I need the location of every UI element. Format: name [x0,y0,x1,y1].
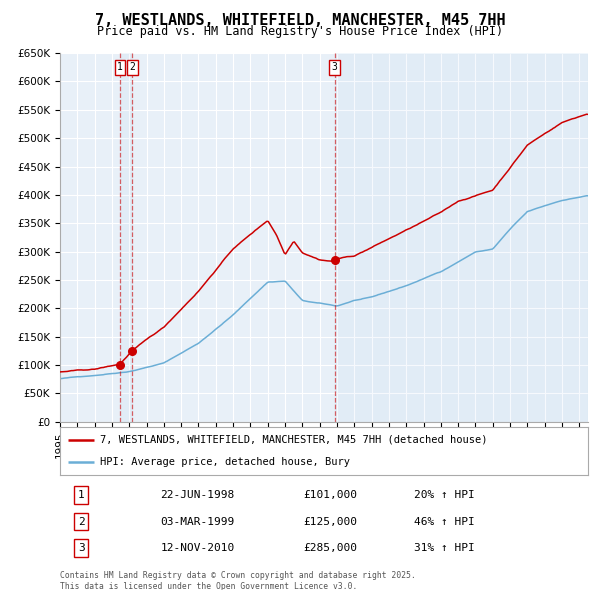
Text: 2: 2 [78,517,85,526]
Text: £101,000: £101,000 [303,490,357,500]
Text: 3: 3 [332,63,338,73]
Text: 2: 2 [129,63,135,73]
Text: HPI: Average price, detached house, Bury: HPI: Average price, detached house, Bury [100,457,350,467]
Text: 46% ↑ HPI: 46% ↑ HPI [414,517,475,526]
Text: 7, WESTLANDS, WHITEFIELD, MANCHESTER, M45 7HH: 7, WESTLANDS, WHITEFIELD, MANCHESTER, M4… [95,13,505,28]
Text: 22-JUN-1998: 22-JUN-1998 [160,490,235,500]
Bar [120,53,132,422]
Text: £285,000: £285,000 [303,543,357,553]
Text: Price paid vs. HM Land Registry's House Price Index (HPI): Price paid vs. HM Land Registry's House … [97,25,503,38]
Bar [335,53,588,422]
Text: 03-MAR-1999: 03-MAR-1999 [160,517,235,526]
Text: 7, WESTLANDS, WHITEFIELD, MANCHESTER, M45 7HH (detached house): 7, WESTLANDS, WHITEFIELD, MANCHESTER, M4… [100,435,487,445]
Text: 31% ↑ HPI: 31% ↑ HPI [414,543,475,553]
Text: 1: 1 [78,490,85,500]
Text: £125,000: £125,000 [303,517,357,526]
Text: 3: 3 [78,543,85,553]
Text: Contains HM Land Registry data © Crown copyright and database right 2025.
This d: Contains HM Land Registry data © Crown c… [60,571,416,590]
Text: 1: 1 [117,63,123,73]
Text: 12-NOV-2010: 12-NOV-2010 [160,543,235,553]
Text: 20% ↑ HPI: 20% ↑ HPI [414,490,475,500]
